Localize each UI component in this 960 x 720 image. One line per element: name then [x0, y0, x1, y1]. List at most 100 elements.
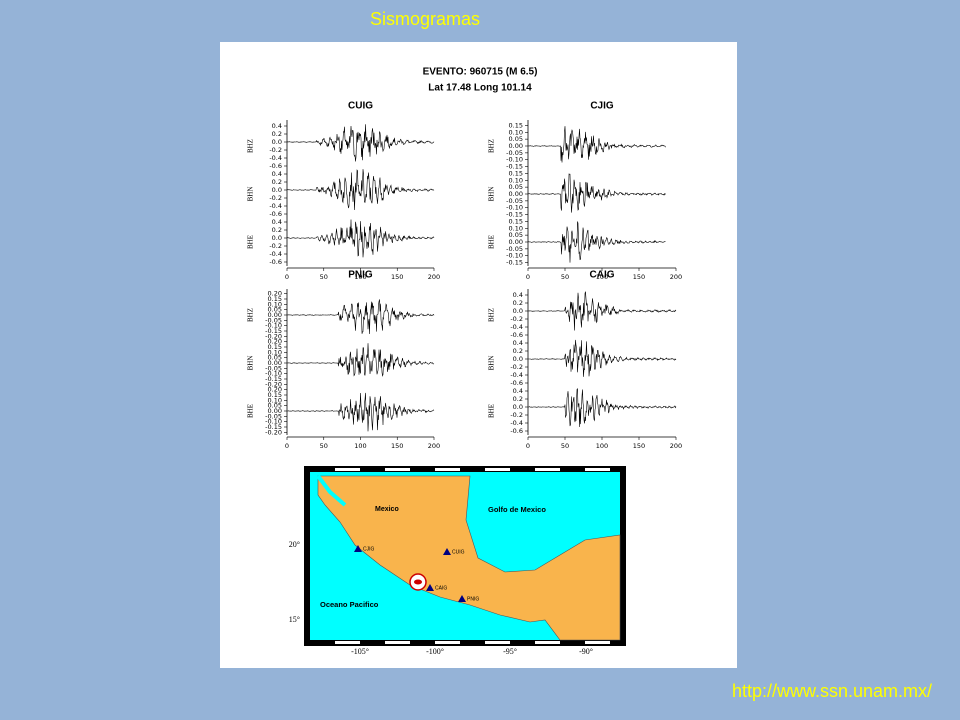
y-tick-label: 0.15 — [268, 343, 282, 351]
y-tick-label: 0.4 — [513, 339, 523, 347]
y-tick-label: 0.05 — [268, 306, 282, 314]
station-marker — [458, 595, 466, 602]
y-tick-label: -0.05 — [265, 412, 282, 420]
frame-segment — [435, 468, 460, 471]
y-tick-label: -0.4 — [269, 250, 282, 258]
y-tick-label: 0.15 — [268, 391, 282, 399]
station-label: CAIG — [590, 270, 615, 281]
y-tick-label: 0.10 — [268, 348, 282, 356]
x-tick-label: 200 — [428, 273, 440, 281]
y-tick-label: -0.6 — [510, 331, 523, 339]
waveform — [286, 169, 435, 211]
map-land — [317, 475, 621, 641]
gulf-of-california — [316, 474, 347, 507]
channel-label: BHE — [488, 404, 496, 418]
lon-tick-label: -90° — [579, 647, 593, 656]
waveform — [527, 126, 666, 163]
channel-label: BHZ — [247, 308, 255, 322]
y-tick-label: 0.20 — [268, 290, 282, 298]
y-tick-label: 0.0 — [513, 403, 523, 411]
station-label: PNIG — [348, 270, 373, 281]
station-name: CAIG — [435, 585, 447, 591]
y-tick-label: -0.4 — [269, 154, 282, 162]
y-tick-label: 0.2 — [272, 178, 282, 186]
y-tick-label: 0.15 — [268, 295, 282, 303]
y-tick-label: 0.0 — [513, 355, 523, 363]
lat-tick-label: 20° — [289, 540, 300, 549]
y-tick-label: -0.10 — [265, 418, 282, 426]
y-tick-label: -0.15 — [506, 163, 523, 171]
y-tick-label: 0.10 — [268, 300, 282, 308]
waveform — [286, 392, 435, 432]
y-tick-label: -0.2 — [510, 363, 523, 371]
channel-label: BHZ — [247, 139, 255, 153]
y-tick-label: 0.00 — [268, 311, 282, 319]
map-label: Mexico — [375, 506, 399, 513]
y-tick-label: -0.2 — [269, 242, 282, 250]
x-tick-label: 0 — [526, 442, 530, 450]
waveform — [286, 124, 435, 162]
y-tick-label: -0.20 — [265, 428, 282, 436]
frame-segment — [485, 468, 510, 471]
y-tick-label: 0.00 — [268, 359, 282, 367]
x-tick-label: 100 — [354, 442, 366, 450]
y-tick-label: 0.2 — [513, 347, 523, 355]
channel-label: BHE — [488, 235, 496, 249]
x-tick-label: 150 — [633, 442, 645, 450]
channel-label: BHN — [488, 356, 496, 371]
y-tick-label: 0.05 — [268, 354, 282, 362]
y-tick-label: -0.6 — [269, 258, 282, 266]
y-tick-label: -0.2 — [510, 411, 523, 419]
y-tick-label: -0.2 — [510, 315, 523, 323]
x-tick-label: 150 — [633, 273, 645, 281]
y-tick-label: -0.6 — [269, 210, 282, 218]
x-tick-label: 50 — [561, 442, 569, 450]
y-tick-label: -0.2 — [269, 194, 282, 202]
y-tick-label: 0.10 — [509, 128, 523, 136]
y-tick-label: 0.4 — [272, 122, 282, 130]
y-tick-label: 0.0 — [272, 234, 282, 242]
lon-tick-label: -105° — [351, 647, 369, 656]
station-name: CJIG — [363, 546, 375, 552]
x-tick-label: 0 — [285, 442, 289, 450]
y-tick-label: 0.4 — [513, 291, 523, 299]
y-tick-label: -0.20 — [265, 380, 282, 388]
station-label: CUIG — [348, 101, 373, 112]
y-tick-label: -0.4 — [510, 323, 523, 331]
y-tick-label: -0.4 — [269, 202, 282, 210]
y-tick-label: 0.10 — [509, 176, 523, 184]
frame-segment — [585, 468, 610, 471]
station-marker — [426, 584, 434, 591]
waveform — [527, 291, 677, 331]
waveform — [527, 221, 666, 263]
y-tick-label: 0.4 — [272, 218, 282, 226]
y-tick-label: 0.2 — [513, 395, 523, 403]
frame-segment — [585, 641, 610, 644]
frame-segment — [635, 468, 660, 471]
station-name: CUIG — [452, 549, 465, 555]
x-tick-label: 100 — [596, 273, 608, 281]
map: Mexico Golfo de Mexico Oceano Pacifico CJIG… — [304, 466, 660, 646]
y-tick-label: 0.0 — [513, 307, 523, 315]
y-tick-label: -0.10 — [265, 322, 282, 330]
y-tick-label: -0.05 — [506, 197, 523, 205]
y-tick-label: -0.6 — [510, 379, 523, 387]
y-tick-label: -0.10 — [506, 204, 523, 212]
y-tick-label: -0.05 — [506, 149, 523, 157]
channel-label: BHE — [247, 235, 255, 249]
x-tick-label: 150 — [391, 273, 403, 281]
y-tick-label: -0.05 — [265, 316, 282, 324]
y-tick-label: 0.10 — [509, 224, 523, 232]
station-marker — [354, 545, 362, 552]
y-tick-label: -0.4 — [510, 419, 523, 427]
lon-tick-label: -100° — [426, 647, 444, 656]
y-tick-label: 0.00 — [509, 142, 523, 150]
y-tick-label: -0.6 — [269, 162, 282, 170]
frame-segment — [485, 641, 510, 644]
y-tick-label: 0.15 — [509, 169, 523, 177]
waveform — [527, 388, 677, 428]
epicenter-core — [414, 579, 422, 585]
frame-segment — [335, 641, 360, 644]
lat-tick-label: 15° — [289, 615, 300, 624]
